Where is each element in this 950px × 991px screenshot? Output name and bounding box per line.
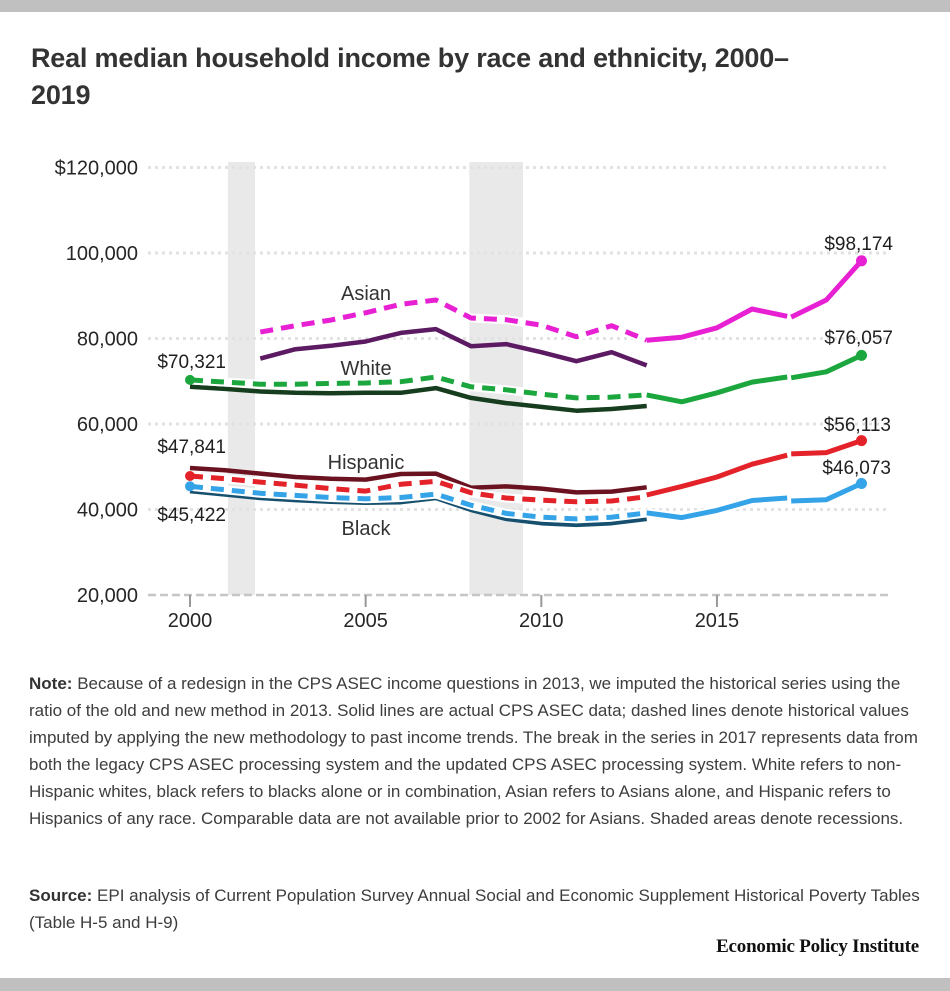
line-hispanic-post-break <box>791 438 863 457</box>
line-hispanic-actual-new <box>646 452 788 498</box>
source-text: EPI analysis of Current Population Surve… <box>29 886 920 932</box>
value-label: $46,073 <box>822 458 891 479</box>
line-white-imputed-dashed <box>189 374 647 401</box>
value-label: $56,113 <box>824 415 891 436</box>
series-label: Hispanic <box>328 452 405 474</box>
line-hispanic-actual-dark <box>189 465 647 495</box>
actual-new-lines <box>645 257 865 523</box>
start-dot-black <box>185 481 195 492</box>
imputed-dashed-lines <box>189 295 649 524</box>
x-tick-label: 2010 <box>519 610 564 632</box>
line-black-post-break <box>791 481 863 504</box>
y-tick-label: $120,000 <box>55 158 138 180</box>
x-tick-label: 2015 <box>695 610 740 632</box>
chart-title-line2: 2019 <box>31 80 91 110</box>
y-axis-labels: $120,000 100,000 80,000 60,000 40,000 20,000 <box>55 158 138 608</box>
series-label: Black <box>342 518 392 540</box>
recession-bands <box>227 162 523 595</box>
y-tick-label: 40,000 <box>77 500 138 522</box>
chart-title: Real median household income by race and… <box>31 40 931 114</box>
line-black-imputed-dashed <box>189 483 648 522</box>
line-white-actual-dark <box>189 384 647 413</box>
line-white-post-break <box>790 353 863 381</box>
y-tick-label: 60,000 <box>77 414 138 436</box>
value-label: $98,174 <box>824 234 893 255</box>
line-white-actual-new <box>646 374 788 405</box>
end-dot-asian <box>856 255 867 267</box>
series-endpoint-dots <box>185 255 867 492</box>
source-label: Source: <box>29 886 93 905</box>
end-dot-black <box>856 478 867 489</box>
chart-annotations: $98,174 $76,057 $56,113 $46,073 $70,321 $47,8… <box>157 234 893 540</box>
value-label: $76,057 <box>824 328 893 349</box>
casing <box>189 372 647 403</box>
chart-title-line1: Real median household income by race and… <box>31 43 789 73</box>
series-label: Asian <box>341 283 391 305</box>
source-paragraph: Source: EPI analysis of Current Populati… <box>29 882 922 936</box>
note-text: Because of a redesign in the CPS ASEC in… <box>29 674 918 828</box>
y-tick-label: 80,000 <box>77 329 138 351</box>
value-label: $45,422 <box>157 505 226 526</box>
line-hispanic-imputed-dashed <box>189 473 648 505</box>
x-axis-labels: 2000 2005 2010 2015 <box>168 610 739 632</box>
bottom-accent-bar <box>0 978 950 991</box>
top-accent-bar <box>0 0 950 12</box>
start-dot-hispanic <box>185 471 195 481</box>
end-dot-white <box>856 349 867 361</box>
x-tick-label: 2000 <box>168 610 213 632</box>
recession-band <box>469 162 523 595</box>
end-dot-hispanic <box>856 435 867 447</box>
value-label: $47,841 <box>157 437 226 458</box>
line-asian-post-break <box>790 259 864 320</box>
x-axis-ticks <box>189 595 718 608</box>
series-label: White <box>340 358 391 380</box>
y-tick-label: 20,000 <box>77 585 138 607</box>
note-label: Note: <box>29 674 73 693</box>
start-dot-white <box>185 374 195 385</box>
line-asian-actual-new <box>646 306 788 343</box>
value-label: $70,321 <box>157 352 226 373</box>
gridlines <box>148 165 890 597</box>
line-black-actual-new <box>646 495 788 521</box>
epi-wordmark: Economic Policy Institute <box>716 936 919 957</box>
note-paragraph: Note: Because of a redesign in the CPS A… <box>29 670 922 832</box>
x-tick-label: 2005 <box>343 610 388 632</box>
y-tick-label: 100,000 <box>66 243 138 265</box>
income-line-chart: $120,000 100,000 80,000 60,000 40,000 20,000 2… <box>55 158 894 633</box>
line-asian-imputed-dashed <box>259 297 648 343</box>
line-asian-actual-dark <box>259 326 648 368</box>
